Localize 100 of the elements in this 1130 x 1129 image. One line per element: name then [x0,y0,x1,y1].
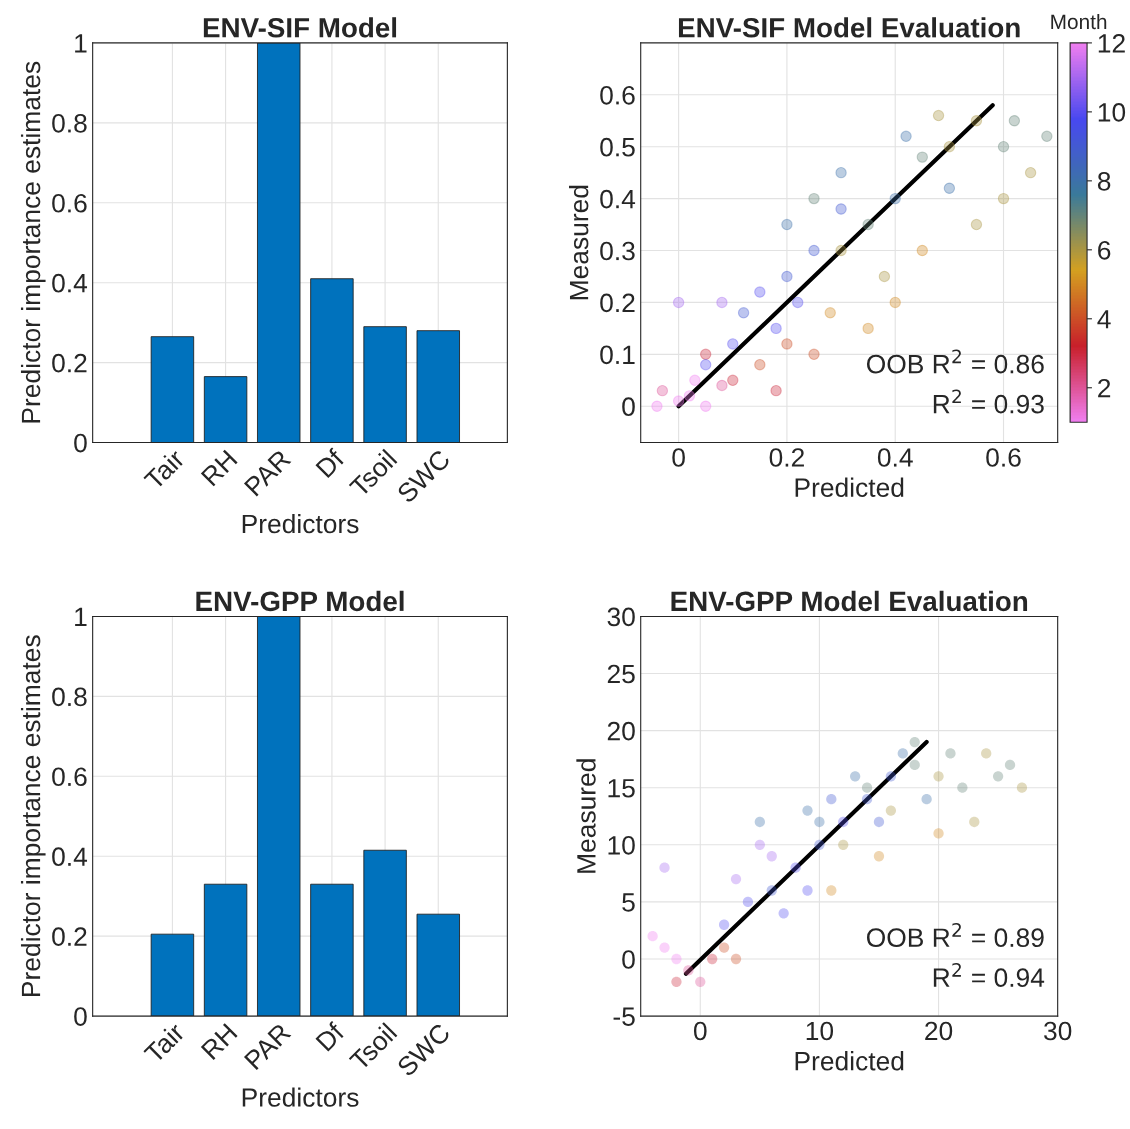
point [838,839,849,850]
x-tick-label: 0.4 [877,448,913,467]
color-bar-label: 12 [1098,34,1125,53]
annotation: OOB R$^{2}$ = 0.89 [866,922,1044,948]
y-tick-label: 1 [75,34,87,53]
x-axis-title: Predictors [242,513,359,534]
color-bar-title: Month [1051,13,1107,30]
point [683,965,694,976]
x-tick-label: 20 [925,1021,953,1041]
y-tick-label: 0.4 [600,189,636,209]
y-tick-label: 0 [622,397,635,417]
point [659,942,670,953]
y-tick-label: 0.4 [52,847,88,867]
x-axis-title: Predictors [242,1087,359,1107]
point [885,805,897,816]
color-bar-label: 8 [1097,171,1111,191]
point [814,816,825,828]
y-axis-title: Predictor importance estimates [20,61,46,423]
y-tick-label: 0.2 [52,353,87,373]
y-tick-label: 5 [622,893,635,912]
point [766,851,777,862]
y-tick-label: 0.8 [52,113,87,133]
chart-title: ENV-SIF Model Evaluation [678,17,1020,38]
color-bar-label: 2 [1098,378,1111,398]
point [659,862,670,873]
x-tick-label: 0 [672,448,685,467]
x-tick-label: 10 [806,1021,834,1041]
point [861,782,873,793]
annotation: R$^{2}$ = 0.93 [933,389,1044,414]
y-tick-label: 0.5 [600,137,635,157]
x-tick-label: 0 [693,1021,707,1041]
x-tick-label: RH [200,1023,238,1060]
point [814,839,825,850]
point [671,953,682,965]
y-tick-label: 0.3 [600,241,635,261]
y-tick-label: 15 [608,779,635,798]
point [826,885,837,896]
x-axis-title: Predicted [795,1051,904,1071]
point [802,805,813,816]
point [933,771,944,782]
annotation: OOB R$^{2}$ = 0.86 [866,349,1044,374]
point [778,908,789,919]
point [921,793,932,805]
y-axis-title: Predictor importance estimates [20,635,46,996]
y-tick-label: 0.8 [52,687,87,707]
point [1016,782,1028,793]
point [742,896,754,908]
y-axis-title: Measured [576,759,596,873]
point [707,953,718,965]
y-axis-title: Measured [569,185,589,300]
point [933,828,944,839]
point [718,942,730,953]
point [992,771,1004,782]
point [802,885,813,896]
y-tick-label: 1 [75,607,87,626]
y-tick-label: 0.6 [52,767,87,787]
y-tick-label: 0.1 [600,345,635,365]
chart-title: ENV-GPP Model [196,590,404,612]
point [909,759,920,771]
chart-title: ENV-GPP Model Evaluation [671,590,1028,612]
point [1004,759,1016,771]
point [850,771,861,782]
x-tick-label: 0.6 [986,448,1021,467]
point [754,816,765,828]
point [838,816,849,828]
y-tick-label: -5 [613,1007,635,1026]
point [897,748,908,759]
x-tick-label: RH [200,449,238,487]
point [873,851,885,862]
x-axis-title: Predicted [795,477,904,497]
y-tick-label: 0.6 [600,85,635,105]
point [885,771,897,782]
color-bar-label: 10 [1098,103,1126,122]
y-tick-label: 0 [74,1007,87,1026]
point [730,873,742,885]
point [754,839,765,850]
point [981,748,992,759]
y-tick-label: 0.6 [52,193,87,213]
y-tick-label: 0 [74,433,87,453]
color-bar-label: 6 [1098,240,1111,260]
point [718,919,730,930]
y-tick-label: 30 [607,607,635,627]
x-tick-label: Df [314,447,346,479]
x-tick-label: Tair [142,447,186,491]
x-tick-label: Tair [142,1021,186,1065]
point [969,816,980,828]
y-tick-label: 20 [607,721,635,741]
x-tick-label: 30 [1044,1021,1072,1041]
point [873,816,885,828]
point [695,976,706,987]
y-tick-label: 0.2 [600,293,635,313]
y-tick-label: 0.2 [52,927,87,946]
annotation: R$^{2}$ = 0.94 [933,962,1045,988]
x-tick-label: Df [314,1020,346,1052]
point [647,931,658,942]
y-tick-label: 25 [607,664,635,684]
point [766,885,777,896]
point [671,976,682,987]
y-tick-label: 0 [622,950,635,969]
y-tick-label: 0.4 [52,273,88,293]
